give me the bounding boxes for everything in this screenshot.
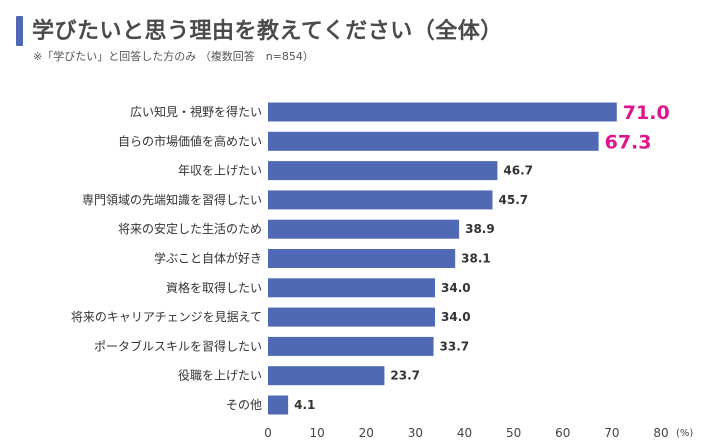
x-unit-label: (%) [676, 428, 693, 439]
category-label: 将来のキャリアチェンジを見据えて [71, 310, 262, 324]
category-label: その他 [226, 398, 262, 412]
x-tick-label: 60 [555, 426, 570, 440]
value-label: 33.7 [440, 339, 470, 353]
x-tick-label: 20 [359, 426, 374, 440]
bar [268, 219, 460, 239]
category-label: 自らの市場価値を高めたい [118, 133, 262, 148]
x-tick-label: 50 [506, 426, 521, 440]
bar [268, 336, 434, 356]
bar [268, 395, 289, 415]
value-label: 71.0 [623, 102, 670, 124]
bar [268, 102, 617, 122]
category-label: 資格を取得したい [166, 280, 262, 295]
bar [268, 278, 436, 298]
chart-subtitle: ※「学びたい」と回答した方のみ （複数回答 n=854） [33, 50, 314, 63]
bar [268, 249, 456, 268]
x-tick-label: 30 [408, 426, 423, 440]
bar [268, 131, 599, 151]
bar [268, 366, 385, 386]
value-label: 38.9 [465, 222, 495, 236]
value-label: 46.7 [503, 164, 533, 178]
value-label: 34.0 [441, 281, 471, 295]
category-label: 役職を上げたい [178, 368, 262, 383]
value-label: 4.1 [294, 398, 315, 412]
value-label: 38.1 [461, 252, 491, 266]
value-label: 45.7 [499, 193, 529, 207]
category-label: ポータブルスキルを習得したい [94, 338, 262, 353]
x-tick-label: 70 [604, 426, 619, 440]
title-accent-bar [16, 16, 23, 46]
category-label: 年収を上げたい [178, 164, 262, 178]
bar [268, 190, 493, 210]
bar [268, 161, 498, 181]
x-tick-label: 40 [457, 426, 472, 440]
category-label: 学ぶこと自体が好き [154, 251, 262, 266]
value-label: 34.0 [441, 310, 471, 324]
bar [268, 307, 436, 327]
category-label: 専門領域の先端知識を習得したい [82, 192, 262, 207]
value-label: 23.7 [390, 369, 420, 383]
chart-title: 学びたいと思う理由を教えてください（全体） [32, 19, 503, 44]
x-tick-label: 80 [653, 426, 668, 440]
value-label: 67.3 [605, 131, 652, 153]
category-label: 広い知見・視野を得たい [130, 104, 262, 119]
category-label: 将来の安定した生活のため [118, 221, 262, 236]
x-tick-label: 10 [309, 426, 324, 440]
x-tick-label: 0 [264, 426, 272, 440]
